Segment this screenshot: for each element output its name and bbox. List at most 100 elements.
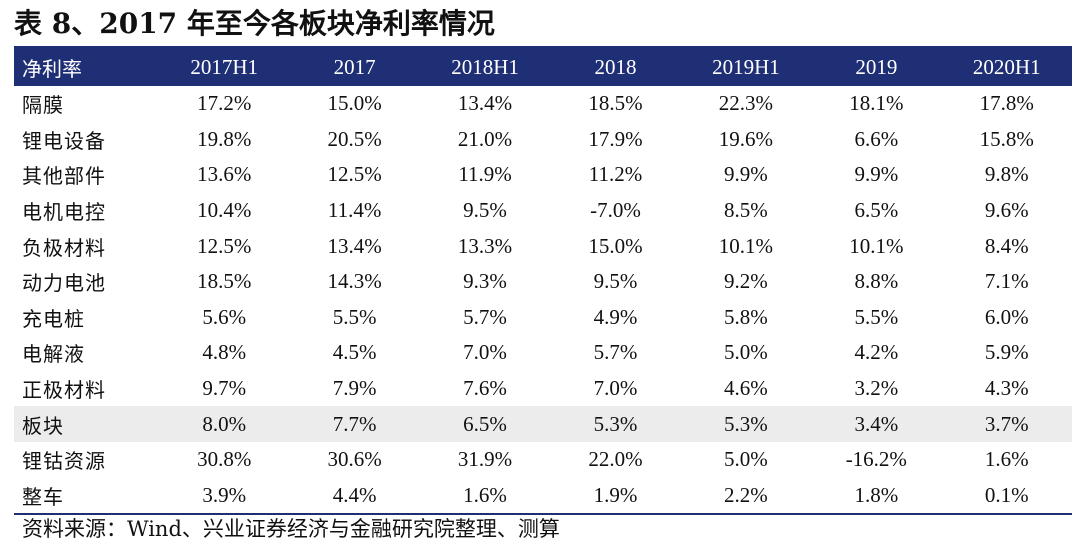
value-cell: 14.3% [327,269,382,294]
value-cell: 31.9% [457,447,513,472]
value-cell: 3.2% [854,376,899,401]
value-cell: 20.5% [327,126,382,151]
value-cell: 5.3% [680,406,812,442]
value-cell: 9.2% [724,269,768,294]
table-row: 充电桩 5.6% 5.5% 5.7% 4.9% 5.8% 5.5% 6.0% [14,300,1072,336]
table-row: 锂钴资源 30.8% 30.6% 31.9% 22.0% 5.0% -16.2% 1.6% [14,442,1072,478]
table-row: 板块 8.0% 7.7% 6.5% 5.3% 5.3% 3.4% 3.7% [14,406,1072,442]
value-cell: 11.9% [458,162,512,187]
value-cell: 11.2% [588,162,643,187]
value-cell: 6.5% [419,406,551,442]
table-row: 电机电控 10.4% 11.4% 9.5% -7.0% 8.5% 6.5% 9.6% [14,193,1072,229]
value-cell: 5.9% [984,340,1029,365]
value-cell: 9.8% [984,162,1029,187]
value-cell: 8.8% [854,269,899,294]
table-row: 正极材料 9.7% 7.9% 7.6% 7.0% 4.6% 3.2% 4.3% [14,371,1072,407]
header-cell: 2018 [550,49,681,86]
value-cell: 5.7% [593,340,638,365]
value-cell: 7.7% [289,406,420,442]
row-label: 负极材料 [22,235,106,260]
value-cell: 17.2% [197,91,252,116]
row-label: 整车 [14,477,159,516]
value-cell: 8.5% [724,198,768,223]
row-label: 正极材料 [22,378,106,403]
value-cell: 9.9% [724,162,768,187]
value-cell: 30.8% [197,447,252,472]
row-label: 锂电设备 [22,128,106,153]
table-row: 负极材料 12.5% 13.4% 13.3% 15.0% 10.1% 10.1% 8.4% [14,228,1072,264]
value-cell: 9.5% [593,269,638,294]
value-cell: 9.5% [463,198,507,223]
value-cell: 17.8% [979,91,1034,116]
value-cell: 15.0% [327,91,382,116]
value-cell: 21.0% [457,126,513,151]
value-cell: 7.1% [984,269,1029,294]
value-cell: 18.5% [588,91,643,116]
header-cell: 2017H1 [159,49,290,86]
value-cell: 10.1% [849,233,904,258]
net-margin-table: 净利率 2017H1 2017 2018H1 2018 2019H1 2019 … [14,49,1072,516]
value-cell: 8.0% [159,406,290,442]
header-cell: 净利率 [14,49,159,86]
row-label: 锂钴资源 [22,449,106,474]
value-cell: 5.8% [724,304,768,329]
value-cell: 10.4% [197,198,252,223]
value-cell: 9.9% [854,162,899,187]
table-title: 表 8、2017 年至今各板块净利率情况 [14,7,495,40]
value-cell: 9.3% [463,269,507,294]
value-cell: 30.6% [327,447,382,472]
value-cell: 1.9% [550,477,681,516]
header-cell: 2019 [811,49,942,86]
table-row: 隔膜 17.2% 15.0% 13.4% 18.5% 22.3% 18.1% 17.8% [14,86,1072,122]
value-cell: 19.8% [197,126,252,151]
value-cell: 4.5% [332,340,377,365]
value-cell: 1.8% [811,477,942,516]
value-cell: 13.4% [327,233,382,258]
value-cell: 13.4% [457,91,513,116]
value-cell: 19.6% [718,126,774,151]
value-cell: 5.0% [724,340,768,365]
value-cell: 5.3% [550,406,681,442]
value-cell: 22.0% [588,447,643,472]
value-cell: 4.2% [854,340,899,365]
row-label: 充电桩 [22,306,85,331]
header-cell: 2018H1 [419,49,551,86]
table-row: 锂电设备 19.8% 20.5% 21.0% 17.9% 19.6% 6.6% 15.8% [14,122,1072,158]
value-cell: 3.4% [811,406,942,442]
value-cell: -16.2% [845,447,907,472]
value-cell: 5.7% [463,304,507,329]
value-cell: 12.5% [327,162,382,187]
value-cell: 11.4% [327,198,382,223]
value-cell: 22.3% [718,91,774,116]
table-row: 动力电池 18.5% 14.3% 9.3% 9.5% 9.2% 8.8% 7.1% [14,264,1072,300]
source-note: 资料来源：Wind、兴业证券经济与金融研究院整理、测算 [22,517,560,541]
table-header-row: 净利率 2017H1 2017 2018H1 2018 2019H1 2019 … [14,49,1072,86]
value-cell: 6.5% [854,198,899,223]
table-row: 整车 3.9% 4.4% 1.6% 1.9% 2.2% 1.8% 0.1% [14,477,1072,516]
value-cell: 12.5% [197,233,252,258]
value-cell: 4.9% [593,304,638,329]
value-cell: 7.6% [463,376,507,401]
row-label: 板块 [14,406,159,442]
value-cell: 9.7% [202,376,247,401]
value-cell: 6.0% [984,304,1029,329]
row-label: 电机电控 [22,200,106,225]
header-cell: 2019H1 [680,49,812,86]
value-cell: 7.0% [463,340,507,365]
value-cell: 1.6% [419,477,551,516]
row-label: 动力电池 [22,271,106,296]
header-cell: 2017 [289,49,420,86]
row-label: 电解液 [22,342,85,367]
value-cell: 4.4% [289,477,420,516]
value-cell: 7.0% [593,376,638,401]
value-cell: 10.1% [718,233,774,258]
value-cell: 4.8% [202,340,247,365]
value-cell: 5.6% [202,304,247,329]
value-cell: 3.7% [941,406,1072,442]
value-cell: 13.6% [197,162,252,187]
row-label: 其他部件 [22,164,106,189]
value-cell: 4.3% [984,376,1029,401]
value-cell: 13.3% [457,233,513,258]
value-cell: 6.6% [854,126,899,151]
row-label: 隔膜 [22,93,64,118]
